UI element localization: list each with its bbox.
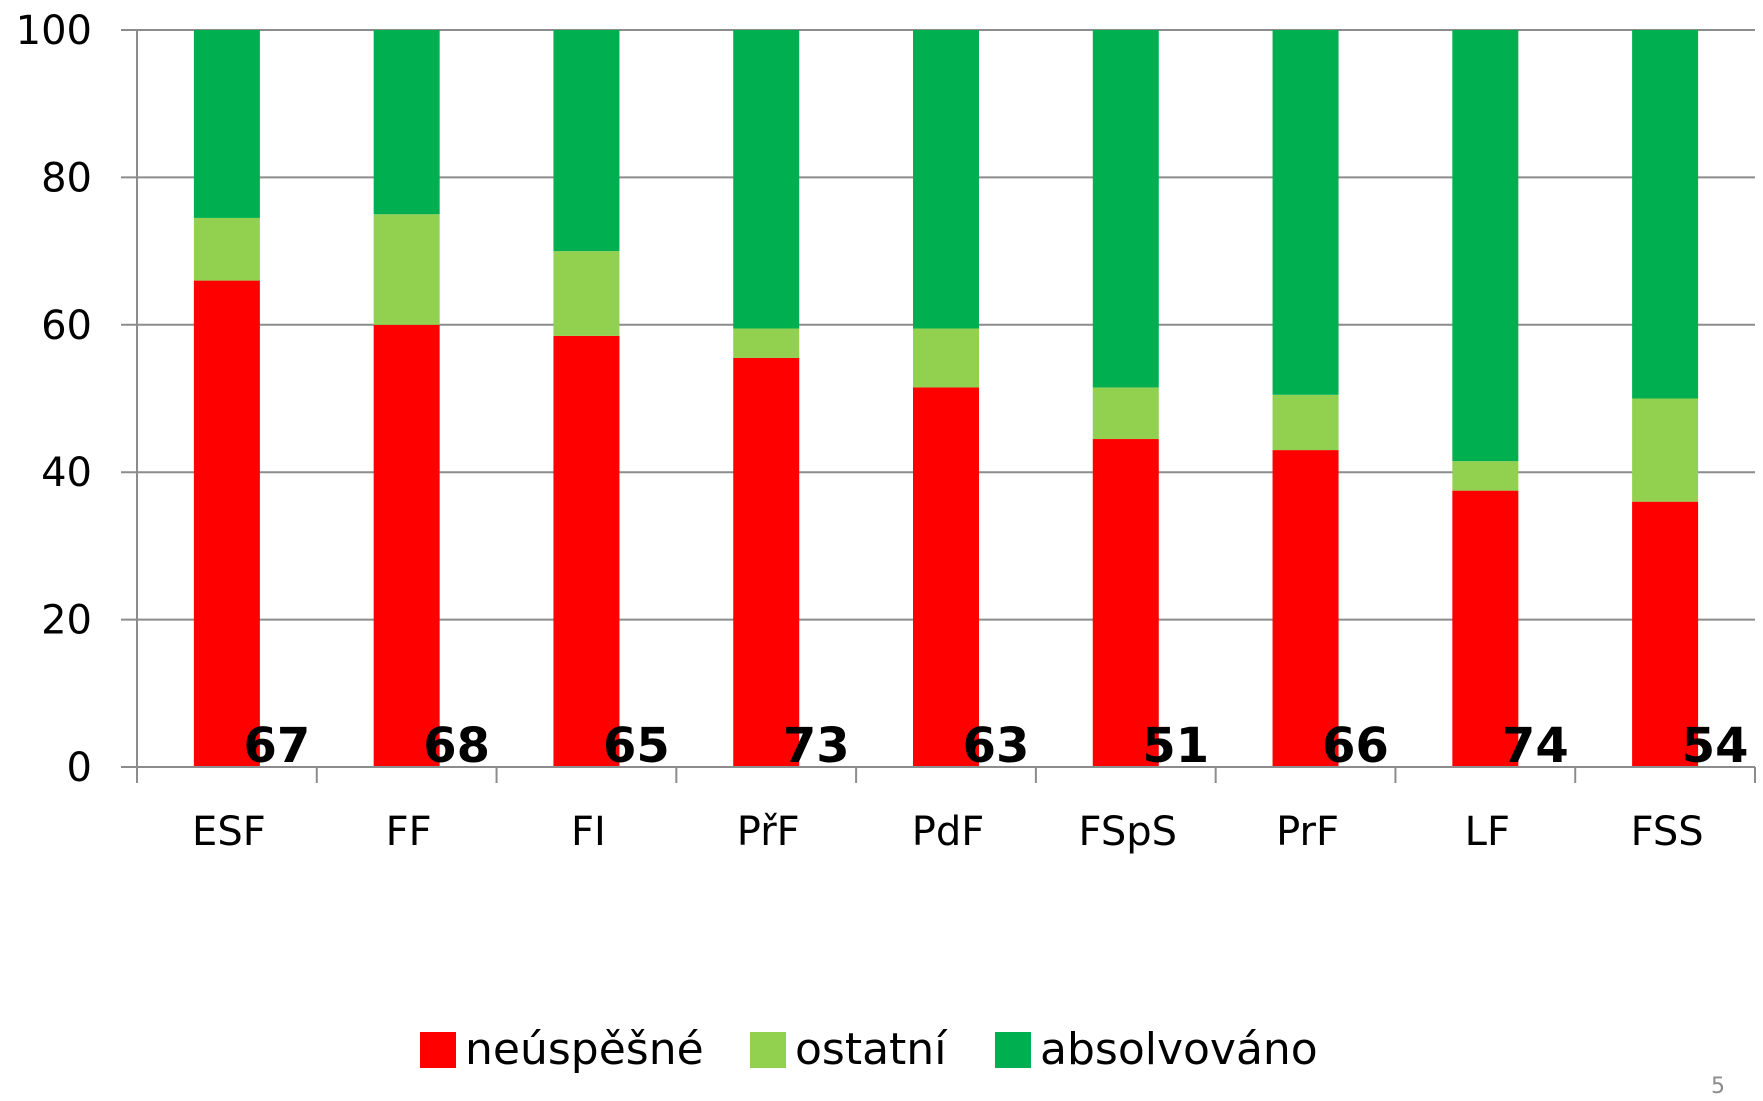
bar-segment-neuspesne bbox=[733, 357, 800, 767]
legend-swatch bbox=[995, 1032, 1031, 1068]
y-tick-label: 60 bbox=[41, 303, 92, 349]
y-tick-label: 100 bbox=[16, 8, 92, 54]
bar-segment-neuspesne bbox=[193, 280, 260, 767]
x-category-label: FSpS bbox=[1079, 809, 1177, 855]
legend-label: ostatní bbox=[795, 1024, 948, 1075]
bar-segment-ostatni bbox=[1272, 394, 1339, 451]
data-label: 54 bbox=[1682, 718, 1749, 774]
x-category-label: LF bbox=[1465, 809, 1510, 855]
bar-segment-neuspesne bbox=[1272, 450, 1339, 767]
y-tick-label: 20 bbox=[41, 598, 92, 644]
bar-segment-absolvovano bbox=[1632, 30, 1699, 399]
bar-segment-ostatni bbox=[553, 251, 620, 336]
y-tick-label: 80 bbox=[41, 155, 92, 201]
data-label: 51 bbox=[1142, 718, 1209, 774]
data-labels: 67 68 65 73 63 51 66 74 54 bbox=[243, 718, 1748, 774]
legend-label: neúspěšné bbox=[465, 1024, 704, 1075]
x-category-label: PřF bbox=[737, 809, 800, 855]
bar-segment-neuspesne bbox=[913, 387, 979, 767]
bar-segment-ostatni bbox=[733, 328, 800, 358]
y-tick-label: 0 bbox=[67, 745, 92, 791]
bar-segment-neuspesne bbox=[1092, 439, 1159, 767]
x-category-label: FF bbox=[386, 809, 432, 855]
bar-segment-neuspesne bbox=[1452, 490, 1519, 767]
x-category-label: PdF bbox=[912, 809, 985, 855]
bar-segment-ostatni bbox=[1092, 387, 1159, 440]
bar-segment-absolvovano bbox=[193, 30, 260, 218]
y-tick-label: 40 bbox=[41, 450, 92, 496]
x-category-label: ESF bbox=[192, 809, 266, 855]
bars bbox=[193, 30, 1699, 767]
bar-segment-absolvovano bbox=[1452, 30, 1519, 462]
legend-swatch bbox=[750, 1032, 786, 1068]
bar-segment-absolvovano bbox=[1272, 30, 1339, 395]
bar-segment-neuspesne bbox=[373, 324, 440, 767]
bar-segment-absolvovano bbox=[373, 30, 440, 215]
data-label: 68 bbox=[423, 718, 490, 774]
x-category-label: PrF bbox=[1276, 809, 1339, 855]
legend: neúspěšné ostatní absolvováno bbox=[420, 1024, 1318, 1075]
bar-segment-absolvovano bbox=[553, 30, 620, 252]
bar-segment-neuspesne bbox=[1632, 501, 1699, 767]
data-label: 67 bbox=[243, 718, 310, 774]
axes: 0 20 40 60 80 100 ESF FF FI PřF PdF FSpS PrF LF FSS bbox=[16, 8, 1756, 855]
bar-segment-ostatni bbox=[1452, 461, 1519, 491]
bar-segment-absolvovano bbox=[913, 30, 979, 329]
bar-segment-ostatni bbox=[373, 214, 440, 325]
legend-swatch bbox=[420, 1032, 456, 1068]
bar-segment-ostatni bbox=[193, 217, 260, 281]
data-label: 74 bbox=[1502, 718, 1569, 774]
x-category-label: FSS bbox=[1631, 809, 1704, 855]
x-category-label: FI bbox=[571, 809, 606, 855]
data-label: 66 bbox=[1322, 718, 1389, 774]
bar-segment-absolvovano bbox=[1092, 30, 1159, 388]
data-label: 63 bbox=[963, 718, 1030, 774]
legend-label: absolvováno bbox=[1040, 1024, 1318, 1075]
bar-segment-neuspesne bbox=[553, 335, 620, 767]
bar-segment-ostatni bbox=[1632, 398, 1699, 502]
bar-segment-ostatni bbox=[913, 328, 979, 388]
data-label: 73 bbox=[783, 718, 850, 774]
bar-segment-absolvovano bbox=[733, 30, 800, 329]
data-label: 65 bbox=[603, 718, 670, 774]
page-number: 5 bbox=[1711, 1074, 1725, 1099]
